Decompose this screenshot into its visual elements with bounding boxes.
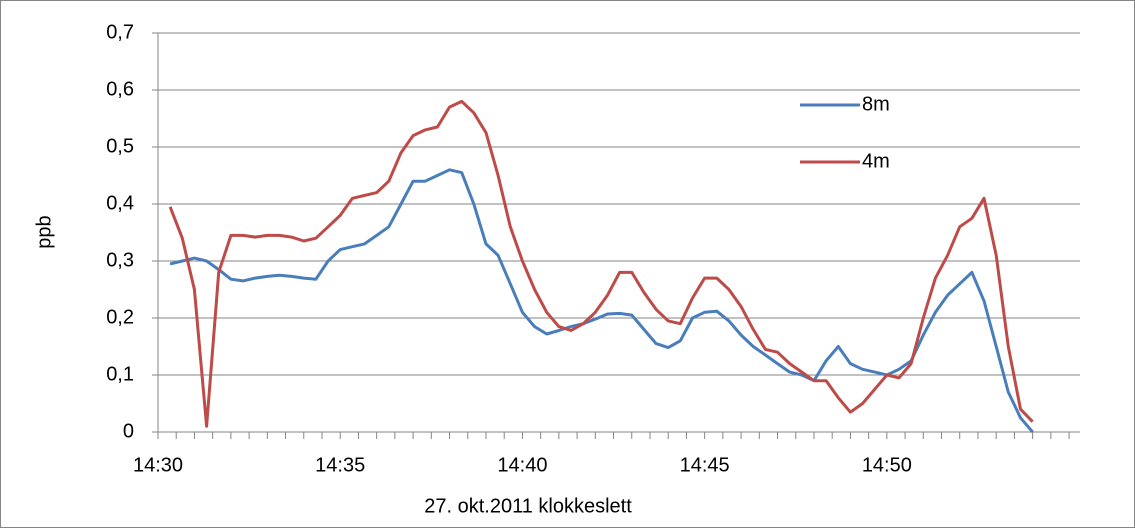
y-tick-label: 0,7 [106, 21, 134, 43]
y-tick-label: 0,1 [106, 363, 134, 385]
y-tick-label: 0,4 [106, 192, 134, 214]
x-axis-title: 27. okt.2011 klokkeslett [424, 495, 632, 517]
x-tick-label: 14:50 [862, 454, 912, 476]
x-tick-label: 14:35 [315, 454, 365, 476]
y-tick-label: 0,2 [106, 306, 134, 328]
legend-label: 4m [862, 150, 890, 172]
legend-label: 8m [862, 93, 890, 115]
y-tick-label: 0 [123, 420, 134, 442]
y-tick-label: 0,5 [106, 135, 134, 157]
y-tick-label: 0,6 [106, 78, 134, 100]
y-tick-label: 0,3 [106, 249, 134, 271]
series-line [168, 99, 1034, 428]
x-tick-label: 14:40 [497, 454, 547, 476]
x-tick-label: 14:30 [133, 454, 183, 476]
x-tick-label: 14:45 [680, 454, 730, 476]
y-axis-title: ppb [33, 215, 55, 248]
